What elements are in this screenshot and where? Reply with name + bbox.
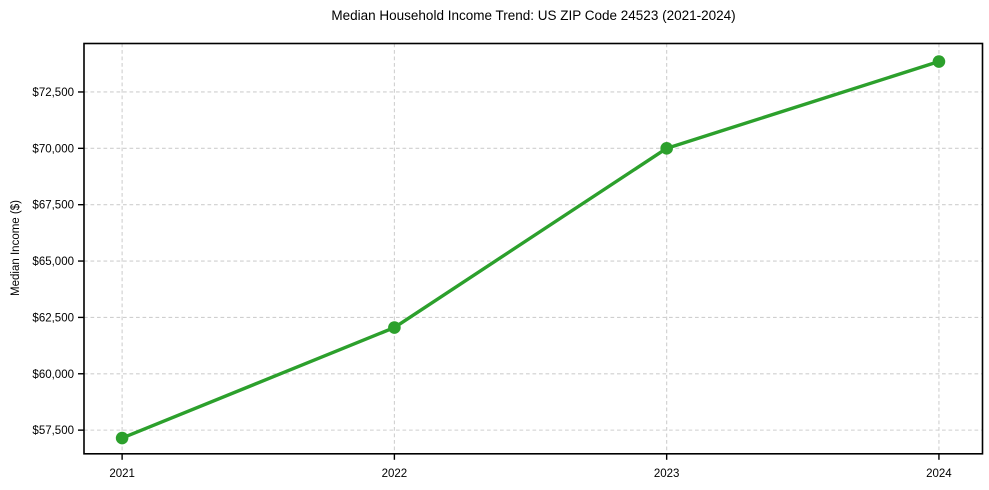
y-tick-label: $57,500 xyxy=(32,425,74,437)
data-point-2023 xyxy=(660,142,673,155)
data-point-2021 xyxy=(115,431,129,445)
x-tick-label: 2024 xyxy=(926,468,952,480)
y-tick-label: $70,000 xyxy=(32,143,74,155)
chart-title: Median Household Income Trend: US ZIP Co… xyxy=(331,8,736,23)
y-tick-label: $65,000 xyxy=(32,256,74,268)
data-point-2024 xyxy=(932,55,946,68)
x-tick-label: 2022 xyxy=(382,468,408,480)
plot-border xyxy=(83,42,984,455)
trend-line xyxy=(120,59,941,440)
y-tick-label: $72,500 xyxy=(32,87,74,99)
y-tick-label: $62,500 xyxy=(32,312,74,324)
x-tick-label: 2021 xyxy=(109,468,135,480)
data-point-2022 xyxy=(388,321,401,334)
y-tick-label: $60,000 xyxy=(32,369,74,381)
y-tick-label: $67,500 xyxy=(32,200,74,212)
x-tick-label: 2023 xyxy=(654,468,680,480)
y-axis-title: Median Income ($) xyxy=(10,200,22,296)
